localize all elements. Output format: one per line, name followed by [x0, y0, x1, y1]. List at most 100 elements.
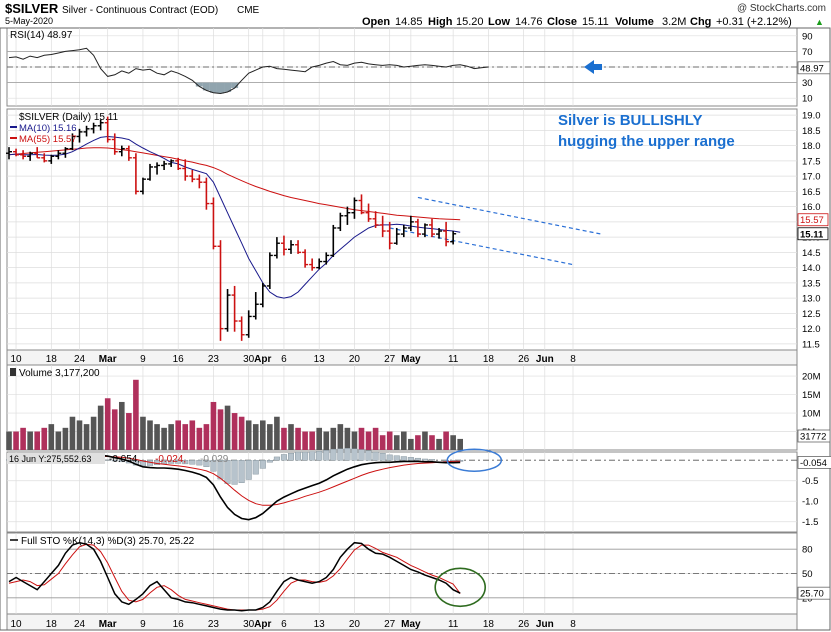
chart-labels: 90 70 50 30 10 RSI(14) 48.97 48.97 19.0 18.5 18.0… [7, 30, 831, 630]
volume-bar [344, 427, 351, 450]
price-legend-symbol: $SILVER (Daily) 15.11 [19, 112, 119, 123]
x-tick-label: Mar [99, 354, 117, 365]
rsi-current-tag [797, 61, 831, 75]
macd-legend-value-2: -0.024, [155, 454, 186, 465]
volume-bar [175, 420, 181, 450]
x-tick-label: 18 [46, 619, 58, 630]
close-label: Close [547, 16, 577, 28]
macd-tick-label: -0.5 [802, 476, 818, 487]
close-price-tag-value: 15.11 [800, 229, 824, 240]
low-label: Low [488, 16, 510, 28]
open-value: 14.85 [395, 16, 423, 28]
x-tick-label: 11 [448, 619, 459, 630]
price-tick-label: 12.5 [802, 309, 821, 320]
volume-bar [415, 435, 421, 450]
volume-bar [309, 431, 315, 450]
x-tick-label: 27 [384, 354, 396, 365]
volume-bar [196, 427, 203, 450]
rsi-tick-label: 90 [802, 31, 813, 42]
volume-bar [288, 424, 294, 450]
panel-frame-macd [6, 451, 798, 533]
volume-bar [337, 424, 344, 450]
macd-histogram-bar [393, 455, 400, 461]
sto-current-tag [797, 586, 831, 600]
annotation-line-1: Silver is BULLISHLY [558, 112, 703, 129]
macd-histogram-bar [358, 449, 365, 461]
price-tick-label: 14.5 [802, 248, 821, 259]
macd-histogram-bar [238, 460, 245, 483]
macd-legend-value-3: -0.029 [200, 454, 229, 465]
volume-bar [358, 427, 365, 450]
volume-label: Volume [615, 16, 654, 28]
x-tick-label: 30 [243, 354, 255, 365]
rsi-current-value: 48.97 [800, 63, 824, 74]
low-value: 14.76 [515, 16, 543, 28]
x-tick-label: 18 [46, 354, 58, 365]
volume-bar [147, 420, 153, 450]
macd-histogram-bar [372, 451, 379, 461]
x-tick-label: 9 [140, 619, 146, 630]
macd-histogram-bar [259, 460, 266, 469]
x-tick-label: 9 [140, 354, 146, 365]
x-tick-label: 20 [349, 354, 361, 365]
volume-bar [217, 409, 224, 450]
volume-bar [154, 424, 160, 450]
price-tick-label: 16.0 [802, 202, 821, 213]
volume-bar [450, 435, 456, 450]
x-tick-label: 23 [208, 354, 220, 365]
macd-histogram-bar [266, 460, 273, 463]
volume-bar [252, 424, 259, 450]
x-tick-label: 8 [570, 354, 576, 365]
macd-histogram-bar [231, 460, 238, 485]
volume-bar [295, 427, 301, 450]
x-tick-label: Apr [254, 354, 271, 365]
price-tick-label: 12.0 [802, 324, 821, 335]
macd-histogram-bar [182, 460, 189, 465]
symbol-title: $SILVER [5, 1, 59, 16]
volume-bar [13, 431, 19, 450]
x-tick-label: 24 [74, 354, 86, 365]
x-tick-label: 13 [314, 354, 326, 365]
rsi-tick-label: 70 [802, 47, 813, 58]
macd-current-value: -0.054 [800, 458, 827, 469]
volume-bar [62, 427, 69, 450]
price-legend-ma10: MA(10) 15.16 [19, 123, 77, 134]
macd-histogram-bar [210, 460, 217, 472]
x-tick-label: Jun [536, 354, 554, 365]
macd-histogram-bar [407, 457, 414, 461]
x-tick-label: 24 [74, 619, 86, 630]
macd-histogram-bar [217, 460, 224, 480]
macd-histogram-bar [323, 450, 330, 461]
volume-current-tag [797, 429, 831, 443]
macd-histogram-bar [189, 460, 196, 465]
sto-tick-label: 80 [802, 545, 813, 556]
volume-tick-label: 15M [802, 390, 821, 401]
price-tick-label: 11.5 [802, 339, 820, 350]
macd-histogram-bar [118, 460, 125, 463]
rsi-line [8, 47, 489, 95]
panel-frames [0, 27, 831, 631]
price-tick-label: 18.0 [802, 141, 821, 152]
volume-bar [90, 416, 97, 450]
macd-histogram-bar [196, 460, 203, 466]
rsi-legend: RSI(14) 48.97 [10, 30, 73, 41]
volume-bar [76, 420, 83, 450]
arrow-left-icon [584, 60, 602, 74]
volume-bar [330, 427, 337, 450]
volume-bar [379, 435, 386, 450]
volume-bar [267, 424, 273, 450]
outer-frame [0, 27, 831, 631]
macd-histogram-bar [295, 451, 302, 461]
sto-legend: Full STO %K(14,3) %D(3) 25.70, 25.22 [21, 536, 195, 547]
volume-bar [41, 427, 48, 450]
macd-histogram-bar [400, 456, 407, 461]
x-tick-label: 6 [281, 619, 287, 630]
price-tick-label: 13.5 [802, 278, 821, 289]
price-tick-label: 13.0 [802, 294, 821, 305]
volume-bar [34, 431, 40, 450]
macd-histogram-bar [111, 460, 118, 462]
macd-histogram-bar [429, 459, 436, 461]
x-tick-label: 6 [281, 354, 287, 365]
price-tick-label: 14.0 [802, 263, 821, 274]
